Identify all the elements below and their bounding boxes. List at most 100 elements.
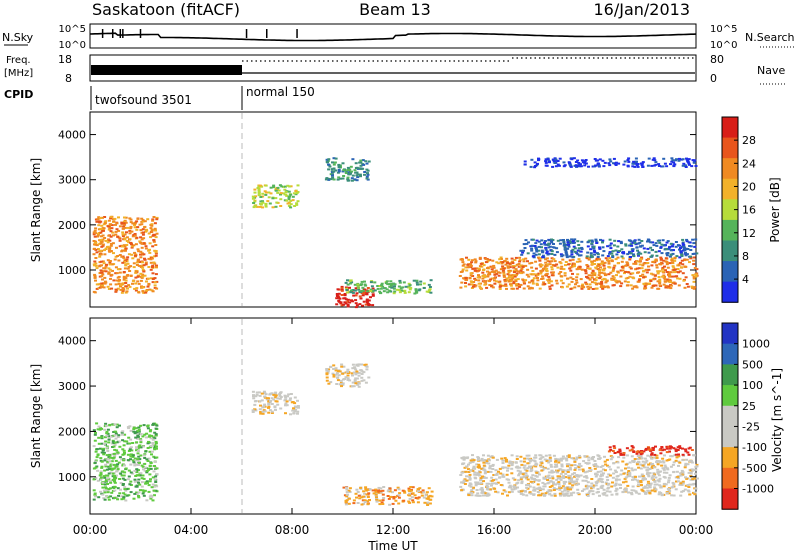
echo-cell [591,288,595,290]
echo-cell [640,256,644,259]
echo-cell [154,442,158,445]
echo-cell [522,243,526,246]
echo-cell [630,244,634,247]
echo-cell [96,235,100,238]
echo-cell [631,446,635,449]
echo-cell [114,437,118,440]
echo-cell [652,157,656,160]
echo-cell [358,497,362,500]
echo-cell [283,399,287,402]
echo-cell [112,252,115,255]
echo-cell [258,400,262,403]
echo-cell [141,228,145,231]
echo-cell [386,291,390,294]
echo-cell [359,164,363,167]
echo-cell [133,287,137,290]
echo-cell [567,474,571,477]
echo-cell [635,450,639,453]
echo-cell [153,431,157,434]
echo-cell [143,457,147,459]
echo-cell [143,257,146,260]
echo-cell [364,303,368,306]
echo-cell [692,277,696,280]
echo-cell [563,486,567,489]
echo-cell [562,239,565,241]
echo-cell [96,218,100,221]
echo-cell [626,475,630,478]
echo-cell [272,393,276,396]
echo-cell [131,257,135,260]
echo-cell [491,270,494,273]
echo-cell [667,272,671,275]
echo-cell [155,445,158,448]
echo-cell [684,448,687,451]
echo-cell [683,249,687,252]
echo-cell [544,160,548,163]
echo-cell [620,248,624,251]
echo-cell [112,234,115,237]
echo-cell [585,275,588,278]
echo-cell [501,269,505,272]
echo-cell [567,494,571,497]
echo-cell [327,163,330,166]
echo-cell [689,478,693,481]
echo-cell [140,246,144,249]
echo-cell [100,235,103,238]
echo-cell [113,485,117,488]
echo-cell [93,275,97,278]
velocity-xticks: 00:00 04:00 08:00 12:00 16:00 20:00 00:00 [73,318,713,537]
echo-cell [498,258,502,261]
echo-cell [329,381,333,384]
echo-cell [262,409,266,412]
echo-cell [481,475,484,478]
echo-cell [274,197,278,200]
echo-cell [662,283,666,286]
echo-cell [151,438,155,441]
echo-cell [153,466,157,469]
echo-cell [258,184,262,187]
echo-cell [354,162,358,165]
echo-cell [564,476,568,479]
echo-cell [141,286,145,289]
echo-cell [389,280,393,283]
echo-cell [541,254,545,257]
echo-cell [596,488,600,491]
echo-cell [124,499,128,502]
echo-cell [550,241,554,244]
echo-cell [502,273,506,276]
echo-cell [505,460,508,463]
echo-cell [677,284,681,287]
echo-cell [464,266,468,269]
echo-cell [128,232,132,235]
echo-cell [355,179,359,182]
echo-cell [420,494,424,497]
echo-cell [684,166,688,168]
echo-cell [470,261,474,264]
echo-cell [477,465,481,468]
echo-cell [347,173,351,176]
echo-cell [151,476,155,479]
echo-cell [355,371,359,374]
echo-cell [110,467,114,470]
echo-cell [428,286,432,288]
echo-cell [527,454,531,457]
echo-cell [109,215,113,218]
echo-cell [567,283,571,286]
echo-cell [548,454,552,457]
echo-cell [345,486,348,489]
echo-cell [684,476,687,479]
echo-cell [122,275,126,278]
echo-cell [341,382,345,385]
echo-cell [678,248,681,251]
echo-cell [587,469,591,472]
echo-cell [619,487,622,489]
echo-cell [658,280,662,283]
echo-cell [671,463,675,466]
echo-cell [101,493,105,496]
echo-cell [616,262,620,265]
echo-cell [689,257,693,260]
echo-cell [464,285,468,288]
echo-cell [138,458,142,461]
echo-cell [503,280,507,283]
echo-cell [568,259,572,262]
